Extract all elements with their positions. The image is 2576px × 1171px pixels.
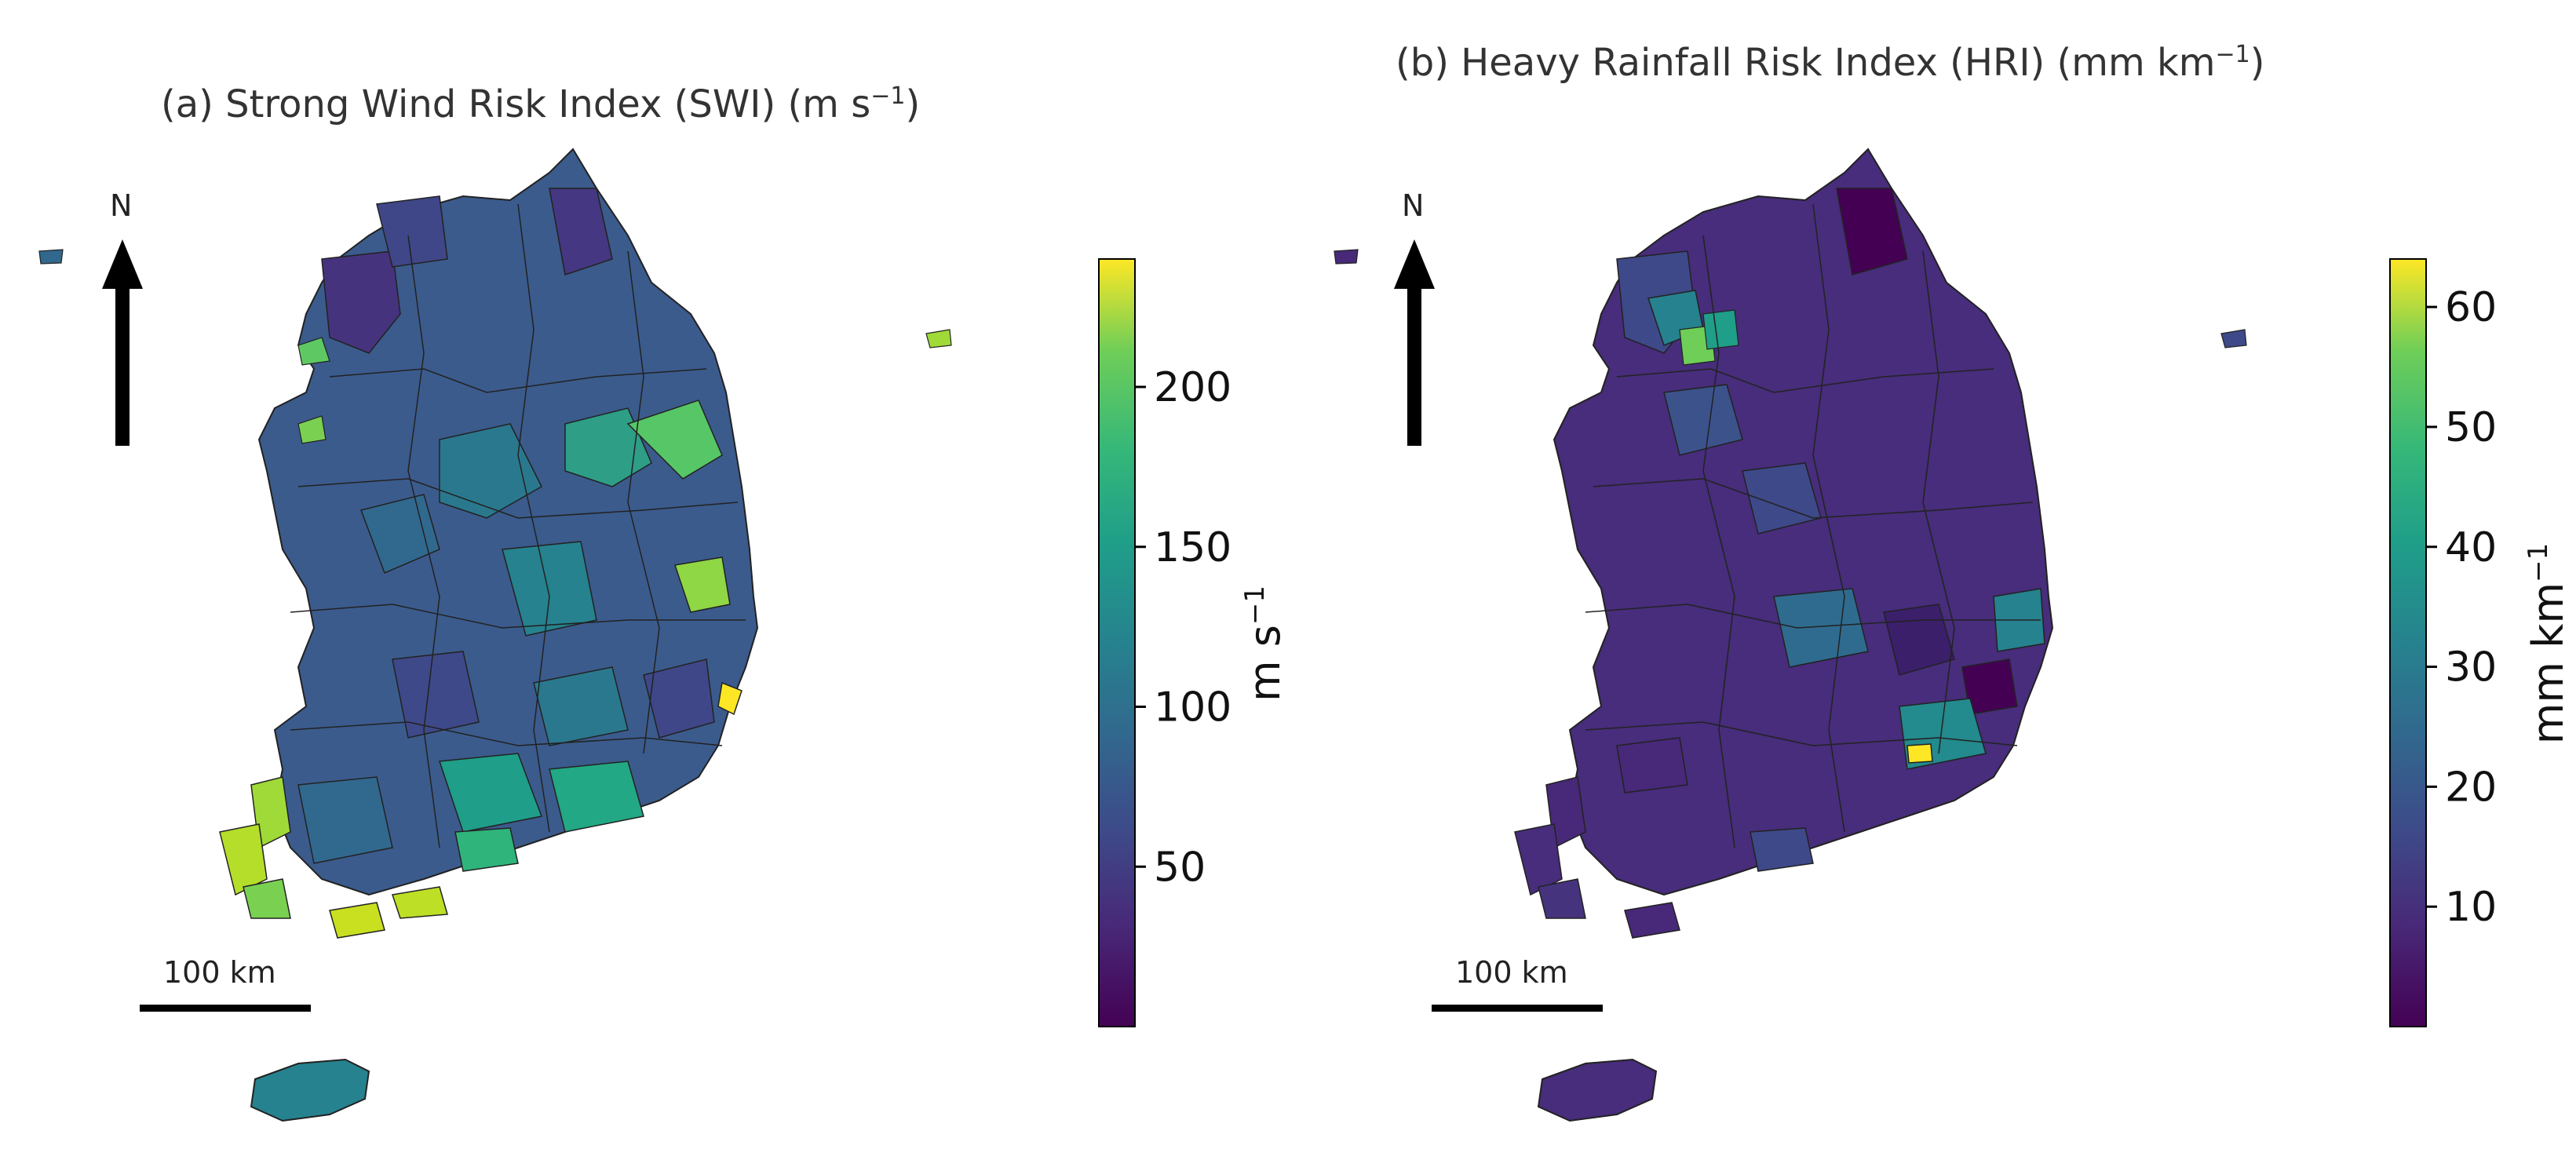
- panel-title: (a) Strong Wind Risk Index (SWI) (m s−1): [161, 82, 921, 126]
- colorbar-gradient: [2389, 258, 2427, 1027]
- mainland: [1553, 148, 2054, 896]
- colorbar-tick-label: 30: [2445, 644, 2497, 691]
- colorbar-tick-label: 50: [2445, 404, 2497, 451]
- north-arrow: N: [102, 188, 143, 446]
- colorbar-tick-label: 20: [2445, 764, 2497, 811]
- colorbar-label: m s−1: [1239, 586, 1290, 702]
- scale-bar: 100 km: [140, 955, 311, 1012]
- north-arrow-icon: [1394, 239, 1435, 289]
- hri-map: N: [1334, 148, 2573, 1122]
- north-arrow-icon: [102, 239, 143, 289]
- colorbar-tick-label: 40: [2445, 524, 2497, 571]
- islands: [1334, 249, 2247, 939]
- colorbar-tick-label: 200: [1154, 364, 1231, 411]
- colorbar-gradient: [1098, 258, 1136, 1027]
- colorbar-tick-label: 100: [1154, 684, 1231, 731]
- jeju-island: [1537, 1058, 1658, 1122]
- scale-label: 100 km: [1455, 955, 1568, 990]
- colorbar-tick-label: 50: [1154, 844, 1206, 891]
- scale-label: 100 km: [163, 955, 276, 990]
- colorbar-ticks: 10 20 30 40 50 60: [2426, 284, 2497, 931]
- mainland: [257, 148, 759, 896]
- colorbar-label: mm km−1: [2523, 543, 2573, 744]
- colorbar-tick-label: 10: [2445, 884, 2497, 931]
- panel-swi: (a) Strong Wind Risk Index (SWI) (m s−1)…: [0, 0, 1290, 1171]
- panel-hri: (b) Heavy Rainfall Risk Index (HRI) (mm …: [1287, 0, 2576, 1171]
- colorbar: 50 100 150 200 m s−1: [1098, 258, 1290, 1027]
- colorbar: 10 20 30 40 50 60 mm km−1: [2389, 258, 2573, 1027]
- colorbar-tick-label: 150: [1154, 524, 1231, 571]
- north-arrow: N: [1394, 188, 1435, 446]
- north-label: N: [110, 188, 132, 223]
- colorbar-tick-label: 60: [2445, 284, 2497, 331]
- islands: [38, 249, 952, 939]
- jeju-island: [250, 1058, 370, 1122]
- colorbar-ticks: 50 100 150 200: [1135, 364, 1231, 891]
- north-label: N: [1402, 188, 1424, 223]
- swi-map: N: [38, 148, 1290, 1122]
- scale-bar: 100 km: [1432, 955, 1603, 1012]
- panel-title: (b) Heavy Rainfall Risk Index (HRI) (mm …: [1396, 41, 2265, 85]
